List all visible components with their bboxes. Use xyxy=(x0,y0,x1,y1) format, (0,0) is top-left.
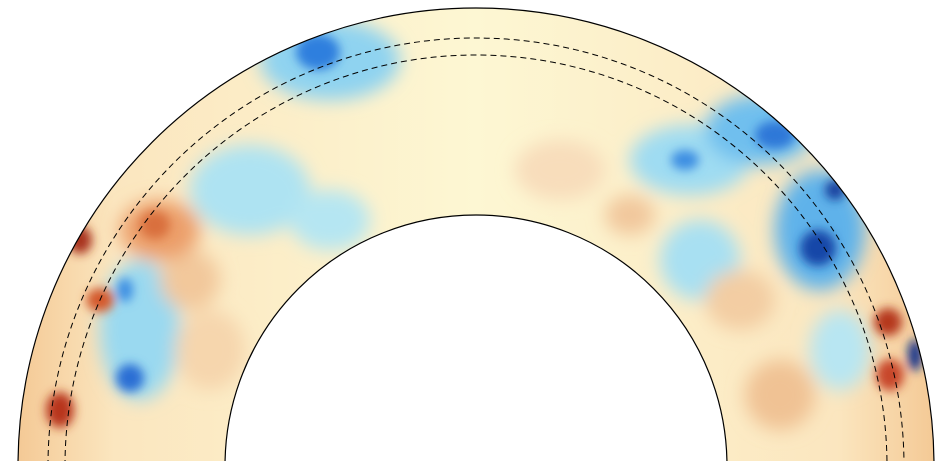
field xyxy=(0,0,952,461)
page: (() => { const data = JSON.parse(documen… xyxy=(0,0,952,461)
annulus-plot xyxy=(0,0,952,461)
